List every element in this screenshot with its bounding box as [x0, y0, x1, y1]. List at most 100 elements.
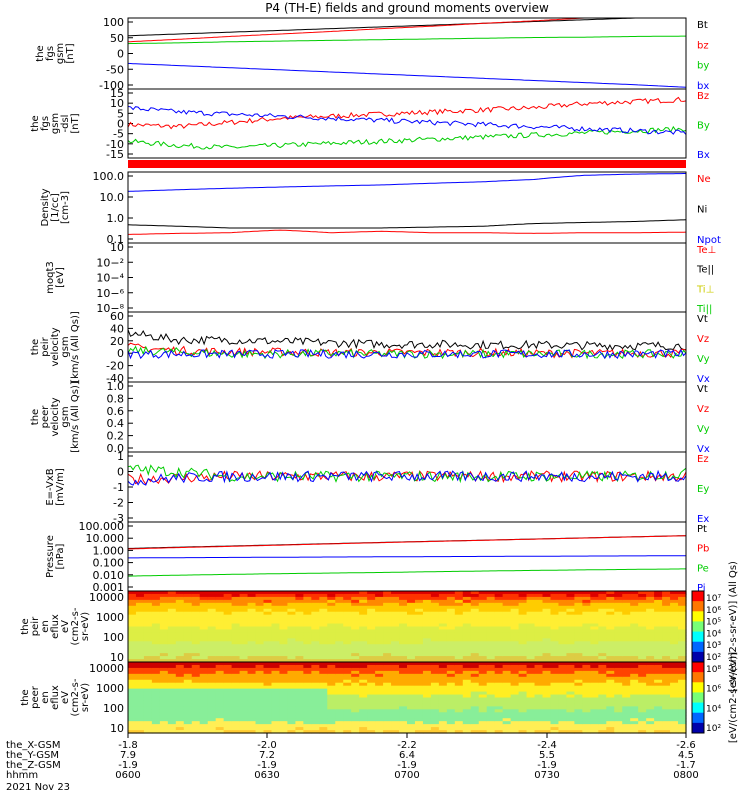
spectrogram-cell [566, 706, 575, 710]
xaxis-row-label: hhmm [6, 770, 38, 781]
spectrogram-cell [646, 667, 655, 672]
spectrogram-cell [486, 620, 496, 625]
spectrogram-cell [303, 682, 312, 687]
spectrogram-cell [183, 673, 193, 678]
spectrogram-cell [295, 635, 304, 639]
spectrogram-cell [255, 596, 265, 601]
spectrogram-cell [606, 632, 615, 636]
spectrogram-cell [446, 673, 456, 678]
spectrogram-cell [279, 724, 289, 728]
ylabel-line: eV [60, 620, 71, 633]
spectrogram-cell [574, 591, 583, 595]
spectrogram-cell [590, 659, 599, 663]
spectrogram-cell [183, 593, 193, 598]
spectrogram-cell [335, 685, 344, 690]
spectrogram-cell [135, 659, 145, 663]
spectrogram-cell [566, 688, 575, 693]
spectrogram-cell [422, 688, 432, 693]
spectrogram-cell [438, 670, 448, 675]
spectrogram-cell [462, 650, 472, 654]
spectrogram-cell [327, 599, 336, 604]
spectrogram-cell [128, 659, 137, 663]
spectrogram-cell [383, 644, 392, 648]
ylabel-line: [nT] [65, 43, 76, 63]
spectrogram-cell [295, 673, 304, 678]
spectrogram-cell [654, 653, 663, 657]
spectrogram-cell [582, 650, 591, 654]
spectrogram-cell [438, 617, 448, 622]
spectrogram-cell [407, 688, 416, 693]
spectrogram-cell [662, 653, 671, 657]
spectrogram-cell [478, 718, 488, 722]
spectrogram-cell [606, 656, 615, 660]
spectrogram-cell [263, 721, 273, 725]
spectrogram-cell [207, 591, 217, 595]
spectrogram-cell [351, 620, 360, 625]
spectrogram-cell [638, 635, 647, 639]
spectrogram-cell [614, 679, 623, 684]
spectrogram-cell [446, 706, 456, 710]
spectrogram-cell [614, 602, 623, 607]
spectrogram-cell [343, 635, 352, 639]
spectrogram-cell [399, 632, 408, 636]
spectrogram-cell [582, 730, 591, 734]
spectrogram-cell [574, 721, 583, 725]
spectrogram-cell [319, 647, 328, 651]
spectrogram-cell [391, 659, 400, 663]
spectrogram-cell [454, 632, 464, 636]
spectrogram-cell [327, 673, 336, 678]
spectrogram-cell [614, 662, 623, 666]
spectrogram-cell [518, 697, 528, 702]
spectrogram-cell [638, 605, 647, 610]
spectrogram-cell [582, 709, 591, 713]
spectrogram-cell [630, 617, 639, 622]
spectrogram-cell [598, 727, 607, 731]
colorbar-segment [692, 591, 704, 602]
spectrogram-cell [486, 629, 496, 634]
spectrogram-cell [407, 724, 416, 728]
spectrogram-cell [167, 593, 177, 598]
spectrogram-cell [128, 667, 137, 672]
spectrogram-cell [614, 688, 623, 693]
spectrogram-cell [446, 605, 456, 610]
spectrogram-cell [263, 596, 273, 601]
spectrogram-cell [303, 691, 312, 696]
spectrogram-cell [510, 641, 520, 645]
spectrogram-cell [670, 608, 679, 613]
spectrogram-cell [606, 650, 615, 654]
spectrogram-cell [399, 662, 408, 666]
spectrogram-cell [670, 673, 679, 678]
spectrogram-cell [191, 667, 201, 672]
spectrogram-cell [590, 709, 599, 713]
spectrogram-cell [478, 629, 488, 634]
spectrogram-cell [175, 718, 185, 722]
spectrogram-cell [335, 647, 344, 651]
spectrogram-cell [462, 709, 472, 713]
spectrogram-cell [351, 623, 360, 628]
spectrogram-cell [414, 620, 424, 625]
spectrogram-cell [462, 596, 472, 601]
spectrogram-cell [662, 670, 671, 675]
spectrogram-cell [534, 659, 544, 663]
spectrogram-cell [223, 712, 233, 716]
spectrogram-cell [534, 664, 544, 669]
spectrogram-cell [343, 632, 352, 636]
spectrogram-cell [582, 614, 591, 619]
spectrogram-cell [223, 638, 233, 642]
spectrogram-cell [143, 730, 153, 734]
spectrogram-cell [128, 599, 137, 604]
spectrogram-cell [614, 691, 623, 696]
spectrogram-cell [215, 712, 225, 716]
spectrogram-cell [614, 656, 623, 660]
spectrogram-cell [263, 694, 273, 699]
spectrogram-cell [295, 629, 304, 634]
spectrogram-cell [351, 629, 360, 634]
spectrogram-cell [646, 617, 655, 622]
spectrogram-cell [430, 629, 440, 634]
spectrogram-cell [128, 670, 137, 675]
spectrogram-cell [614, 650, 623, 654]
series-line-npot [127, 173, 686, 192]
spectrogram-cell [478, 620, 488, 625]
